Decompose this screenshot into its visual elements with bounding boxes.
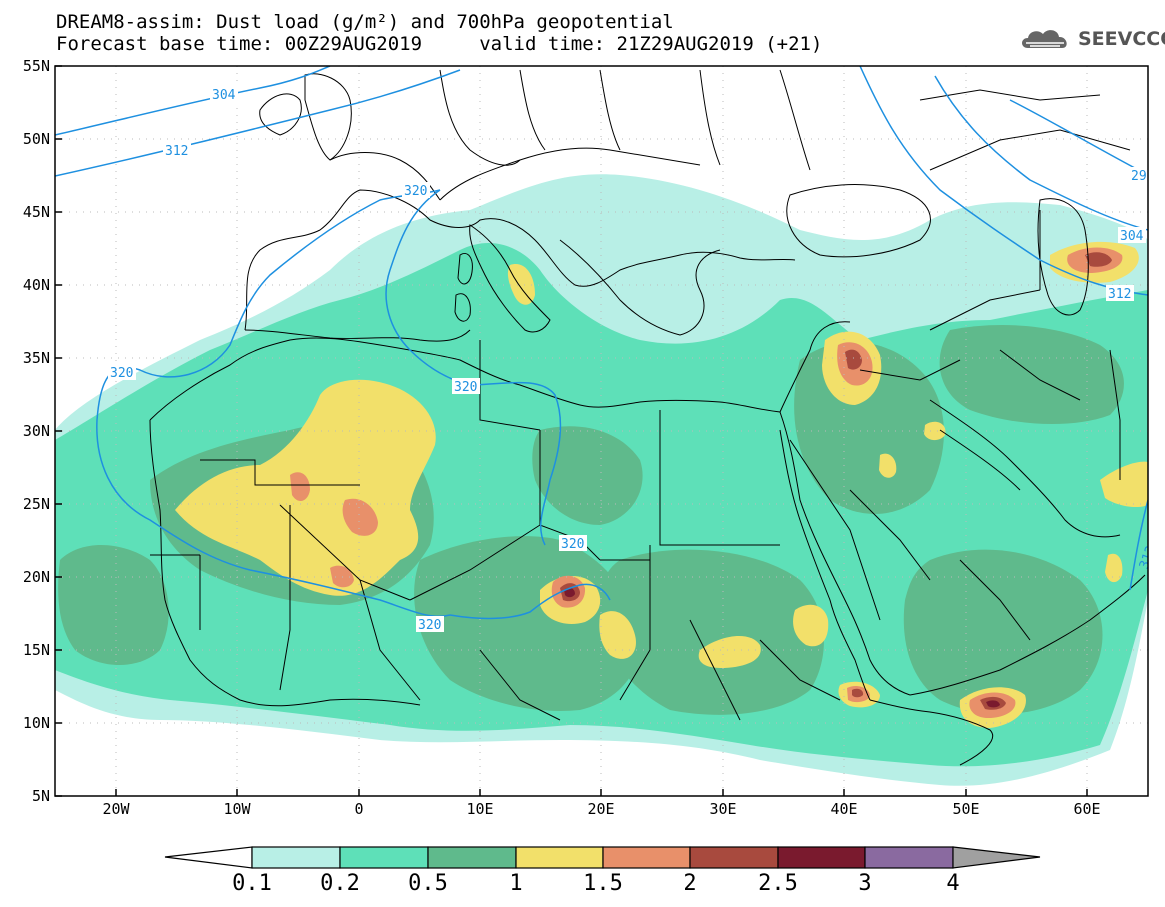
lon-label: 10W	[223, 800, 251, 818]
lat-label: 40N	[23, 276, 50, 294]
lat-label: 30N	[23, 422, 50, 440]
latitude-labels: 55N 50N 45N 40N 35N 30N 25N 20N 15N 10N …	[23, 57, 50, 805]
lon-label: 10E	[466, 800, 493, 818]
colorbar-segment	[251, 846, 341, 869]
contour-label-320-france: 320	[404, 184, 427, 199]
colorbar-segment	[427, 846, 517, 869]
colorbar-label: 1	[509, 871, 523, 896]
contour-label-320-sahel: 320	[418, 618, 441, 633]
forecast-time-line: Forecast base time: 00Z29AUG2019 valid t…	[56, 33, 823, 55]
colorbar-label: 0.2	[320, 871, 360, 896]
lon-label: 20E	[587, 800, 614, 818]
longitude-labels: 20W 10W 0 10E 20E 30E 40E 50E 60E	[102, 800, 1100, 818]
contour-label-304-west: 304	[212, 88, 236, 103]
map-title: DREAM8-assim: Dust load (g/m²) and 700hP…	[56, 11, 674, 33]
lat-label: 45N	[23, 203, 50, 221]
seevccc-logo: SEEVCCC	[1018, 26, 1165, 52]
colorbar-label: 1.5	[583, 871, 623, 896]
lat-label: 20N	[23, 568, 50, 586]
axis-ticks	[55, 65, 1088, 797]
colorbar-label: 4	[946, 871, 960, 896]
contour-label-312-west: 312	[165, 144, 188, 159]
lat-label: 50N	[23, 130, 50, 148]
lon-label: 40E	[830, 800, 857, 818]
colorbar-label: 2	[683, 871, 697, 896]
colorbar-label: 3	[858, 871, 872, 896]
contour-label-29-northeast: 29	[1131, 169, 1147, 184]
lat-label: 10N	[23, 714, 50, 732]
contour-labels: 304 312 320 320 320 320 320 304 312 312 …	[108, 86, 1159, 633]
colorbar-label: 0.5	[408, 871, 448, 896]
colorbar-label: 0.1	[232, 871, 272, 896]
lat-label: 5N	[32, 787, 50, 805]
cloud-icon	[1022, 30, 1067, 48]
colorbar-segment	[689, 846, 779, 869]
contour-label-312-caspian: 312	[1108, 287, 1131, 302]
lat-label: 15N	[23, 641, 50, 659]
colorbar	[164, 846, 1041, 869]
lon-label: 60E	[1073, 800, 1100, 818]
lon-label: 50E	[952, 800, 979, 818]
lat-label: 55N	[23, 57, 50, 75]
contour-label-312-arabian-sea: 312	[1137, 544, 1159, 571]
colorbar-segment	[339, 846, 429, 869]
lat-label: 25N	[23, 495, 50, 513]
contour-label-320-chad: 320	[561, 537, 584, 552]
contour-label-304-east: 304	[1120, 229, 1144, 244]
colorbar-label: 2.5	[758, 871, 798, 896]
lon-label: 30E	[709, 800, 736, 818]
contour-label-320-atlantic: 320	[110, 366, 133, 381]
lat-lon-grid	[55, 66, 1148, 796]
colorbar-segment	[777, 846, 866, 869]
colorbar-under-arrow	[164, 846, 253, 869]
coastlines-and-borders	[149, 69, 1146, 766]
contour-label-320-tunisia: 320	[454, 380, 477, 395]
colorbar-over-arrow	[952, 846, 1041, 869]
logo-text: SEEVCCC	[1078, 28, 1165, 50]
lon-label: 0	[354, 800, 363, 818]
lon-label: 20W	[102, 800, 130, 818]
colorbar-segment	[602, 846, 691, 869]
colorbar-segment	[515, 846, 604, 869]
lat-label: 35N	[23, 349, 50, 367]
colorbar-segment	[864, 846, 954, 869]
